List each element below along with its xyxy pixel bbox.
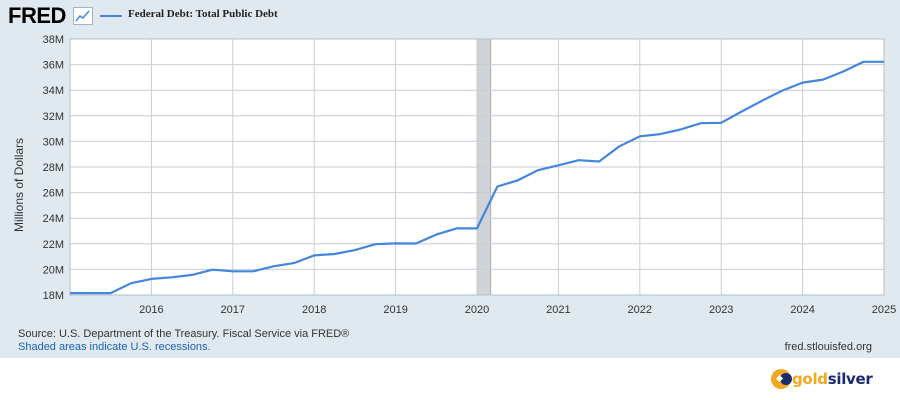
x-tick-label: 2025 bbox=[872, 304, 896, 316]
series-line bbox=[70, 60, 884, 295]
y-tick-label: 28M bbox=[43, 162, 64, 174]
y-tick-label: 20M bbox=[43, 264, 64, 276]
x-tick-label: 2022 bbox=[628, 304, 652, 316]
y-tick-label: 36M bbox=[43, 60, 64, 72]
wordmark-silver: silver bbox=[827, 370, 873, 388]
y-tick-label: 38M bbox=[43, 34, 64, 46]
y-tick-label: 32M bbox=[43, 111, 64, 123]
fred-url[interactable]: fred.stlouisfed.org bbox=[784, 341, 872, 353]
x-tick-label: 2019 bbox=[383, 304, 407, 316]
y-axis-title: Millions of Dollars bbox=[12, 137, 26, 232]
legend-label: Federal Debt: Total Public Debt bbox=[128, 8, 278, 20]
recession-note[interactable]: Shaded areas indicate U.S. recessions. bbox=[18, 341, 211, 353]
legend-swatch bbox=[100, 15, 122, 17]
y-tick-label: 18M bbox=[43, 290, 64, 302]
chart-plot: 18M 20M 22M 24M 26M 28M 30M 32M 34M 36M 38M 2016 201… bbox=[43, 34, 897, 316]
x-tick-label: 2023 bbox=[709, 304, 733, 316]
x-tick-label: 2020 bbox=[465, 304, 489, 316]
x-tick-label: 2016 bbox=[139, 304, 163, 316]
source-note: Source: U.S. Department of the Treasury.… bbox=[18, 328, 350, 340]
y-tick-label: 34M bbox=[43, 85, 64, 97]
chart-panel: FRED Federal Debt: Total Public Debt 18M… bbox=[0, 0, 900, 358]
y-tick-label: 30M bbox=[43, 136, 64, 148]
wordmark-gold: gold bbox=[792, 370, 828, 388]
x-tick-label: 2018 bbox=[302, 304, 326, 316]
plot-border bbox=[69, 38, 885, 296]
y-tick-label: 26M bbox=[43, 188, 64, 200]
x-tick-label: 2024 bbox=[790, 304, 814, 316]
x-tick-label: 2017 bbox=[221, 304, 245, 316]
y-tick-label: 24M bbox=[43, 213, 64, 225]
fred-logo[interactable]: FRED bbox=[8, 3, 66, 28]
goldsilver-logo-icon bbox=[770, 368, 792, 390]
x-tick-label: 2021 bbox=[546, 304, 570, 316]
y-tick-label: 22M bbox=[43, 239, 64, 251]
goldsilver-wordmark: goldsilver bbox=[792, 370, 873, 388]
trend-line-icon[interactable] bbox=[73, 7, 93, 25]
